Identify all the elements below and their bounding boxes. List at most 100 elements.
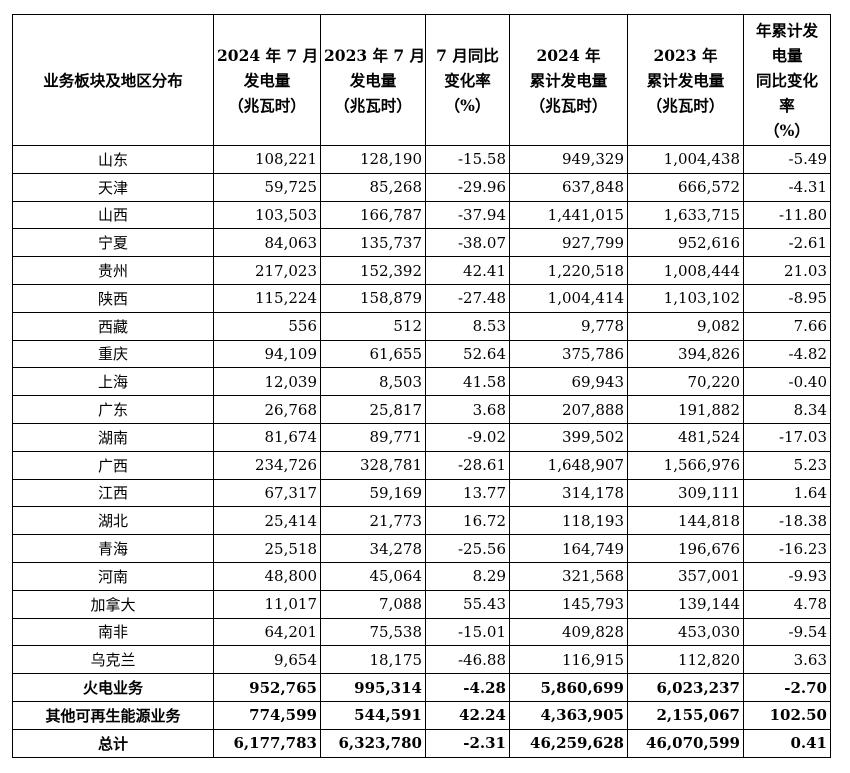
value-cell: 5.23 <box>743 450 831 480</box>
value-cell: -9.02 <box>425 422 510 452</box>
value-cell: 637,848 <box>509 172 628 202</box>
value-cell: 314,178 <box>509 478 628 508</box>
header-line: 同比变化 <box>755 70 818 90</box>
value-cell: -38.07 <box>425 228 510 258</box>
value-cell: 191,882 <box>627 395 744 424</box>
value-cell: -27.48 <box>425 283 510 313</box>
header-cell: 2023 年 7 月发电量 （兆瓦时） <box>320 14 426 146</box>
header-line: （兆瓦时） <box>646 95 725 115</box>
value-cell: 52.64 <box>425 339 510 369</box>
region-cell: 山东 <box>12 145 214 174</box>
value-cell: -2.61 <box>743 228 831 258</box>
value-cell: 7.66 <box>743 311 831 341</box>
region-cell: 火电业务 <box>12 673 214 702</box>
table-row: 上海 12,039 8,503 41.58 69,943 70,220 -0.40 <box>12 367 831 397</box>
value-cell: 42.41 <box>425 256 510 285</box>
value-cell: 67,317 <box>213 478 321 508</box>
value-cell: 13.77 <box>425 478 510 508</box>
table-row: 总计 6,177,783 6,323,780 -2.31 46,259,628 46,07… <box>12 728 831 758</box>
value-cell: 18,175 <box>320 645 426 675</box>
value-cell: 328,781 <box>320 450 426 480</box>
region-cell: 广东 <box>12 395 214 424</box>
value-cell: 145,793 <box>509 589 628 619</box>
value-cell: 89,771 <box>320 422 426 452</box>
table-row: 湖南 81,674 89,771 -9.02 399,502 481,524 -17.03 <box>12 422 831 452</box>
value-cell: 118,193 <box>509 506 628 536</box>
value-cell: 64,201 <box>213 617 321 647</box>
generation-table: 业务板块及地区分布 2024 年 7 月发电量 （兆瓦时） 2023 年 7 月发电量… <box>12 14 831 758</box>
value-cell: -2.31 <box>425 728 510 758</box>
header-line: （兆瓦时） <box>334 95 412 115</box>
header-line: 率 <box>779 95 795 115</box>
value-cell: 5,860,699 <box>509 673 628 702</box>
header-line: 发电量 <box>349 70 397 90</box>
value-cell: -17.03 <box>743 422 831 452</box>
region-cell: 宁夏 <box>12 228 214 258</box>
value-cell: 59,169 <box>320 478 426 508</box>
header-line: 2024 年 7 月 <box>217 45 319 65</box>
region-cell: 乌克兰 <box>12 645 214 675</box>
header-cell: 2024 年 7 月发电量 （兆瓦时） <box>213 14 321 146</box>
value-cell: -25.56 <box>425 534 510 563</box>
value-cell: 135,737 <box>320 228 426 258</box>
value-cell: 1,004,438 <box>627 145 744 174</box>
table-wrapper: 业务板块及地区分布 2024 年 7 月发电量 （兆瓦时） 2023 年 7 月发电量… <box>12 14 831 758</box>
value-cell: 139,144 <box>627 589 744 619</box>
value-cell: 8.29 <box>425 561 510 591</box>
value-cell: 6,023,237 <box>627 673 744 702</box>
header-line: （兆瓦时） <box>228 95 306 115</box>
value-cell: 8.53 <box>425 311 510 341</box>
value-cell: 357,001 <box>627 561 744 591</box>
region-cell: 重庆 <box>12 339 214 369</box>
value-cell: 25,414 <box>213 506 321 536</box>
table-row: 重庆 94,109 61,655 52.64 375,786 394,826 -4.82 <box>12 339 831 369</box>
value-cell: 12,039 <box>213 367 321 397</box>
table-row: 南非 64,201 75,538 -15.01 409,828 453,030 -9.54 <box>12 617 831 647</box>
value-cell: 1,103,102 <box>627 283 744 313</box>
value-cell: 0.41 <box>743 728 831 758</box>
value-cell: -46.88 <box>425 645 510 675</box>
value-cell: 9,778 <box>509 311 628 341</box>
value-cell: 112,820 <box>627 645 744 675</box>
value-cell: -28.61 <box>425 450 510 480</box>
header-cell: 2023 年累计发电量 （兆瓦时） <box>627 14 744 146</box>
region-cell: 湖南 <box>12 422 214 452</box>
value-cell: 196,676 <box>627 534 744 563</box>
region-cell: 湖北 <box>12 506 214 536</box>
value-cell: -2.70 <box>743 673 831 702</box>
value-cell: 3.68 <box>425 395 510 424</box>
value-cell: -11.80 <box>743 200 831 230</box>
region-cell: 加拿大 <box>12 589 214 619</box>
value-cell: 152,392 <box>320 256 426 285</box>
value-cell: 399,502 <box>509 422 628 452</box>
table-row: 其他可再生能源业务 774,599 544,591 42.24 4,363,905 2,1… <box>12 700 831 730</box>
value-cell: 556 <box>213 311 321 341</box>
table-row: 宁夏 84,063 135,737 -38.07 927,799 952,616 -2.61 <box>12 228 831 258</box>
value-cell: 6,177,783 <box>213 728 321 758</box>
value-cell: 1.64 <box>743 478 831 508</box>
value-cell: 1,566,976 <box>627 450 744 480</box>
value-cell: 2,155,067 <box>627 700 744 730</box>
value-cell: 309,111 <box>627 478 744 508</box>
value-cell: -5.49 <box>743 145 831 174</box>
value-cell: 8.34 <box>743 395 831 424</box>
header-line: 发电量 <box>243 70 291 90</box>
table-row: 陕西 115,224 158,879 -27.48 1,004,414 1,103,102… <box>12 283 831 313</box>
value-cell: -29.96 <box>425 172 510 202</box>
value-cell: 103,503 <box>213 200 321 230</box>
value-cell: -4.82 <box>743 339 831 369</box>
value-cell: 952,765 <box>213 673 321 702</box>
table-row: 河南 48,800 45,064 8.29 321,568 357,001 -9.93 <box>12 561 831 591</box>
value-cell: 115,224 <box>213 283 321 313</box>
value-cell: 512 <box>320 311 426 341</box>
value-cell: 45,064 <box>320 561 426 591</box>
header-line: 累计发电量 <box>646 70 725 90</box>
table-row: 加拿大 11,017 7,088 55.43 145,793 139,144 4.78 <box>12 589 831 619</box>
header-line: 2024 年 <box>536 45 601 65</box>
value-cell: 158,879 <box>320 283 426 313</box>
header-line: 7 月同比 <box>436 45 499 65</box>
header-line: 业务板块及地区分布 <box>43 70 183 90</box>
value-cell: 8,503 <box>320 367 426 397</box>
table-row: 青海 25,518 34,278 -25.56 164,749 196,676 -16.23 <box>12 534 831 563</box>
